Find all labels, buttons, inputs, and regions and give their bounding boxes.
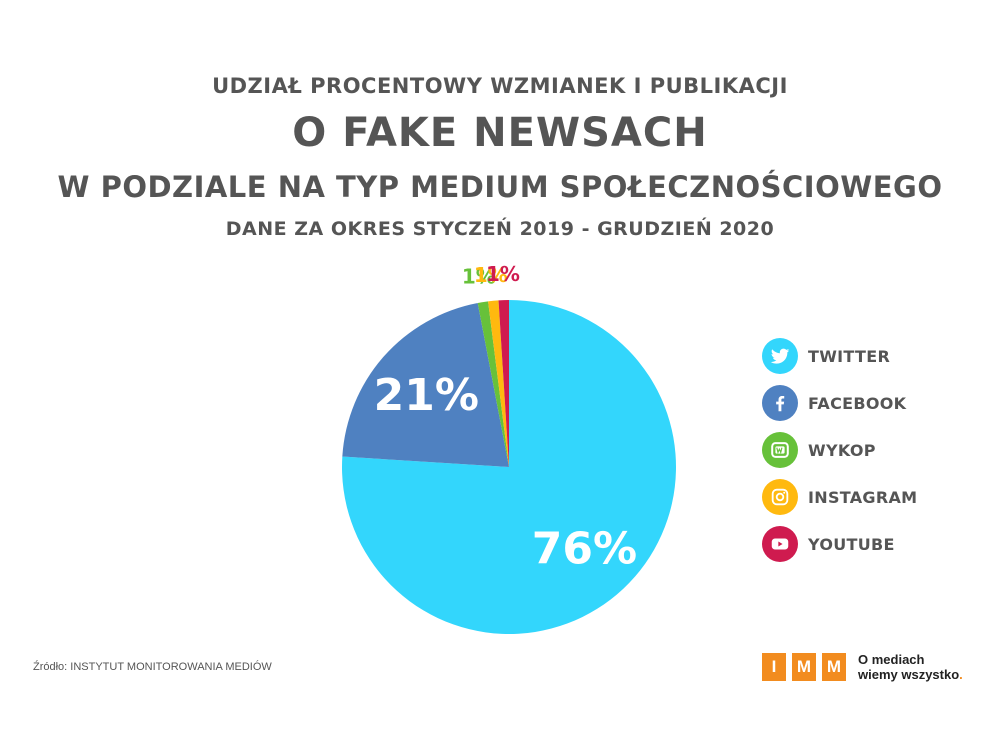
legend-label-twitter: TWITTER: [808, 346, 891, 366]
pie-slice-youtube: [498, 300, 509, 467]
source-note: Źródło: INSTYTUT MONITOROWANIA MEDIÓW: [33, 661, 272, 673]
legend-item-youtube: YOUTUBE: [762, 526, 917, 562]
legend-label-facebook: FACEBOOK: [808, 393, 907, 413]
pie-label-instagram: 1%: [474, 263, 508, 287]
pie-label-twitter: 76%: [532, 523, 637, 574]
logo-letter-m2: M: [822, 653, 846, 681]
instagram-icon: [762, 479, 798, 515]
legend-label-wykop: WYKOP: [808, 440, 876, 460]
chart-title-main: O FAKE NEWSACH: [292, 110, 708, 156]
logo-letter-m1: M: [792, 653, 816, 681]
chart-period: DANE ZA OKRES STYCZEŃ 2019 - GRUDZIEŃ 20…: [225, 218, 775, 240]
chart-title-line1: UDZIAŁ PROCENTOWY WZMIANEK I PUBLIKACJI: [212, 74, 788, 98]
tagline-dot: .: [959, 667, 963, 682]
legend-label-instagram: INSTAGRAM: [808, 487, 918, 507]
pie-slice-twitter: [342, 300, 676, 634]
twitter-icon: [762, 338, 798, 374]
pie-label-facebook: 21%: [374, 370, 479, 421]
tagline-line1: O mediach: [858, 652, 925, 667]
tagline-line2: wiemy wszystko: [858, 667, 960, 682]
chart-title-line3: W PODZIALE NA TYP MEDIUM SPOŁECZNOŚCIOWE…: [57, 170, 943, 204]
pie-label-wykop: 1%: [462, 264, 496, 288]
pie-slice-wykop: [477, 301, 509, 467]
pie-slice-instagram: [488, 300, 509, 467]
legend-item-twitter: TWITTER: [762, 338, 917, 374]
facebook-icon: [762, 385, 798, 421]
youtube-icon: [762, 526, 798, 562]
legend-item-wykop: WYKOP: [762, 432, 917, 468]
legend-item-facebook: FACEBOOK: [762, 385, 917, 421]
chart-legend: TWITTER FACEBOOK WYKOP INSTAGRAM YOUTUBE: [762, 338, 917, 573]
imm-logo: I M M O mediach wiemy wszystko.: [762, 652, 963, 682]
legend-item-instagram: INSTAGRAM: [762, 479, 917, 515]
pie-slice-facebook: [342, 302, 509, 467]
logo-tagline: O mediach wiemy wszystko.: [858, 652, 963, 682]
pie-label-youtube: 1%: [486, 262, 520, 286]
legend-label-youtube: YOUTUBE: [808, 534, 895, 554]
logo-letter-i: I: [762, 653, 786, 681]
wykop-icon: [762, 432, 798, 468]
